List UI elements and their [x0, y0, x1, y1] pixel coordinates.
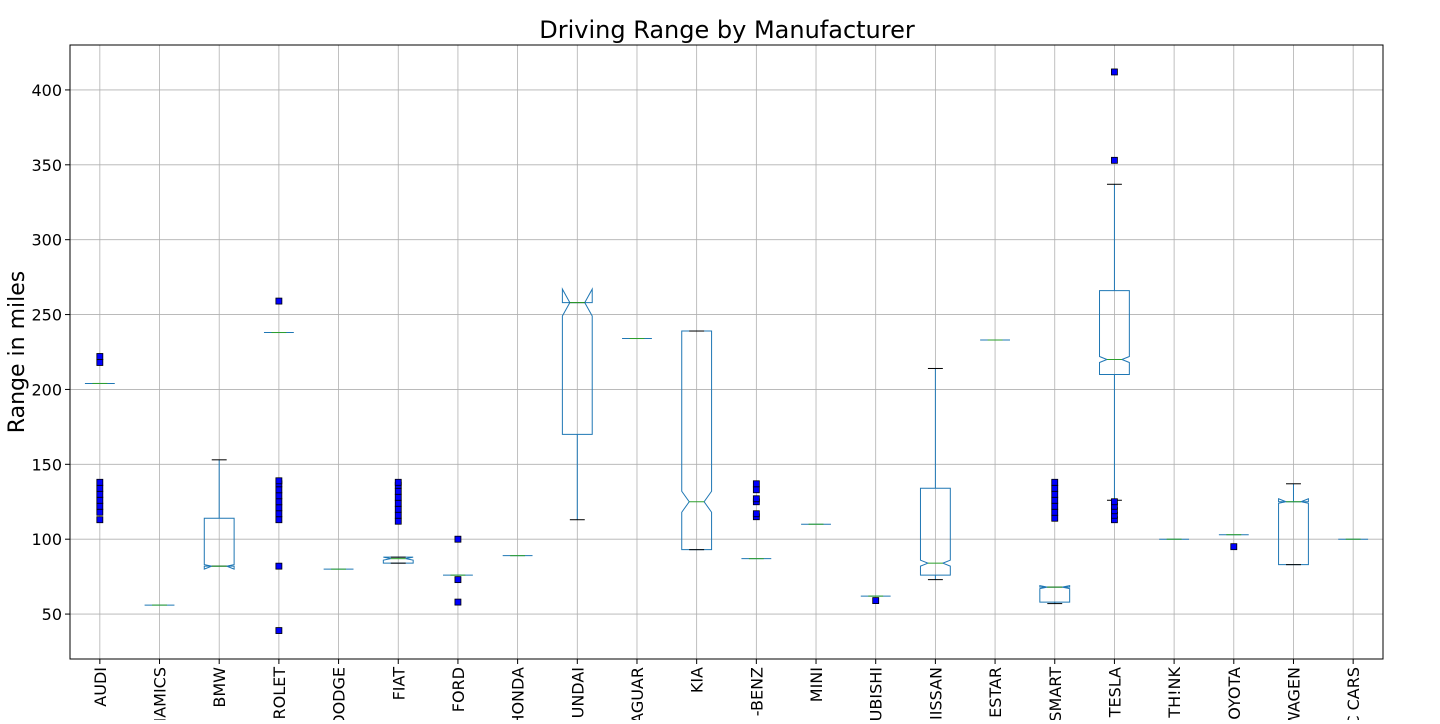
outlier-point	[97, 503, 103, 509]
x-tick-label: WAGEN	[1284, 667, 1303, 720]
x-tick-label: UNDAI	[568, 667, 587, 718]
outlier-point	[97, 509, 103, 515]
x-tick-label: MINI	[807, 667, 826, 702]
outlier-point	[97, 359, 103, 365]
outlier-point	[395, 506, 401, 512]
x-tick-label: IISSAN	[926, 667, 945, 720]
outlier-point	[1052, 497, 1058, 503]
outlier-point	[455, 577, 461, 583]
x-tick-label: TESLA	[1105, 667, 1124, 718]
grid-lines	[70, 45, 1383, 659]
x-tick-label: TH!NK	[1165, 667, 1184, 719]
x-tick-label: HONDA	[509, 667, 528, 720]
outlier-point	[276, 511, 282, 517]
outlier-point	[276, 478, 282, 484]
outlier-point	[1111, 499, 1117, 505]
outlier-point	[395, 518, 401, 524]
outlier-point	[97, 517, 103, 523]
y-tick-label: 150	[31, 455, 62, 474]
outlier-point	[1052, 485, 1058, 491]
x-tick-label: OYOTA	[1225, 667, 1244, 720]
x-tick-label: ROLET	[270, 667, 289, 720]
outlier-point	[276, 628, 282, 634]
outlier-point	[276, 298, 282, 304]
y-tick-label: 350	[31, 156, 62, 175]
outlier-point	[395, 488, 401, 494]
outlier-point	[97, 479, 103, 485]
outlier-point	[873, 598, 879, 604]
y-tick-label: 50	[42, 605, 62, 624]
box-ubishi	[861, 596, 891, 603]
outlier-point	[395, 512, 401, 518]
outlier-point	[1052, 515, 1058, 521]
outlier-point	[276, 493, 282, 499]
x-tick-label: BMW	[210, 667, 229, 708]
outlier-point	[276, 563, 282, 569]
outlier-point	[1052, 491, 1058, 497]
x-tick-label: NAMICS	[151, 667, 170, 720]
y-tick-label: 300	[31, 231, 62, 250]
x-tick-label: FORD	[449, 667, 468, 712]
y-tick-label: 100	[31, 530, 62, 549]
outlier-point	[97, 491, 103, 497]
x-tick-label: KIA	[688, 667, 707, 693]
x-tick-label: ESTAR	[986, 667, 1005, 718]
outlier-point	[97, 485, 103, 491]
outlier-point	[1052, 509, 1058, 515]
outlier-point	[276, 499, 282, 505]
outlier-point	[276, 487, 282, 493]
x-tick-label: C CARS	[1344, 667, 1363, 720]
outlier-point	[276, 505, 282, 511]
x-tick-label: SMART	[1046, 667, 1065, 720]
x-tick-label: UBISHI	[867, 667, 886, 720]
outlier-point	[1111, 69, 1117, 75]
outlier-point	[753, 481, 759, 487]
plot-frame	[70, 45, 1383, 659]
outlier-point	[276, 517, 282, 523]
outlier-point	[1111, 157, 1117, 163]
y-tick-label: 200	[31, 380, 62, 399]
outlier-point	[753, 487, 759, 493]
x-tick-label: -BENZ	[747, 667, 766, 716]
x-axis: AUDI NAMICS BMW ROLET DODGE FIAT FORD HONDA UNDA…	[91, 659, 1363, 720]
outlier-point	[395, 500, 401, 506]
x-tick-label: DODGE	[330, 667, 349, 720]
x-tick-label: AUDI	[91, 667, 110, 707]
outlier-point	[97, 353, 103, 359]
outlier-point	[1052, 503, 1058, 509]
outlier-point	[455, 536, 461, 542]
outlier-point	[753, 496, 759, 502]
outlier-point	[395, 494, 401, 500]
outlier-point	[1052, 479, 1058, 485]
x-tick-label: AGUAR	[628, 667, 647, 720]
y-tick-label: 250	[31, 306, 62, 325]
box-series	[85, 69, 1368, 634]
outlier-point	[97, 497, 103, 503]
outlier-point	[455, 599, 461, 605]
x-tick-label: FIAT	[389, 667, 408, 701]
y-axis: 50 100 150 200 250 300 350 400	[31, 81, 70, 624]
outlier-point	[1231, 544, 1237, 550]
outlier-point	[395, 479, 401, 485]
y-axis-label: Range in miles	[5, 271, 30, 433]
outlier-point	[753, 511, 759, 517]
y-tick-label: 400	[31, 81, 62, 100]
chart-title: Driving Range by Manufacturer	[539, 16, 915, 44]
